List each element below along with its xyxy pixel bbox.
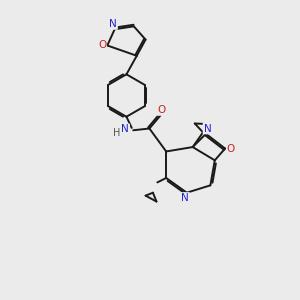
Text: O: O <box>227 144 235 154</box>
Text: N: N <box>109 19 117 29</box>
Text: N: N <box>182 193 189 203</box>
Text: H: H <box>113 128 120 138</box>
Text: N: N <box>203 124 211 134</box>
Text: O: O <box>157 105 165 115</box>
Text: O: O <box>98 40 106 50</box>
Text: N: N <box>122 124 129 134</box>
